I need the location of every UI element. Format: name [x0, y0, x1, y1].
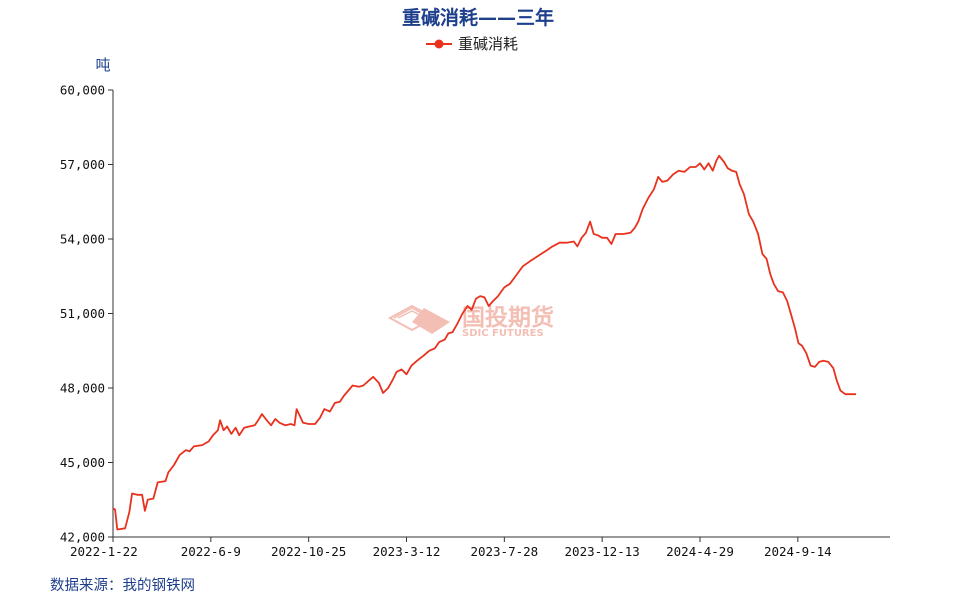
y-axis-ticks: 42,000 45,000 48,000 51,000 54,000 57,000 60,0…	[60, 83, 113, 545]
x-tick-label: 2023-12-13	[565, 544, 640, 559]
x-tick-label: 2023-7-28	[470, 544, 538, 559]
source-note: 数据来源：我的钢铁网	[50, 577, 195, 594]
watermark: 国投期货 SDIC FUTURES	[387, 304, 554, 339]
x-tick-label: 2022-10-25	[271, 544, 346, 559]
watermark-brand-cn: 国投期货	[462, 304, 554, 331]
chart-title: 重碱消耗——三年	[402, 6, 554, 29]
legend-marker	[434, 39, 444, 49]
y-tick-label: 57,000	[60, 157, 105, 172]
series-line-重碱消耗	[112, 154, 856, 531]
x-tick-label: 2022-1-22	[70, 544, 138, 559]
y-tick-label: 42,000	[60, 530, 105, 545]
legend-label: 重碱消耗	[458, 35, 518, 53]
x-tick-label: 2023-3-12	[373, 544, 441, 559]
legend[interactable]: 重碱消耗	[426, 35, 518, 53]
watermark-brand-en: SDIC FUTURES	[462, 328, 544, 339]
x-axis-ticks: 2022-1-22 2022-6-9 2022-10-25 2023-3-12 2023…	[70, 537, 832, 559]
watermark-logo	[387, 304, 450, 334]
x-tick-label: 2022-6-9	[181, 544, 241, 559]
y-tick-label: 48,000	[60, 381, 105, 396]
y-tick-label: 51,000	[60, 306, 105, 321]
x-tick-label: 2024-9-14	[764, 544, 832, 559]
y-tick-label: 45,000	[60, 455, 105, 470]
x-tick-label: 2024-4-29	[666, 544, 734, 559]
y-axis-unit: 吨	[95, 56, 110, 74]
y-tick-label: 54,000	[60, 232, 105, 247]
y-tick-label: 60,000	[60, 83, 105, 98]
